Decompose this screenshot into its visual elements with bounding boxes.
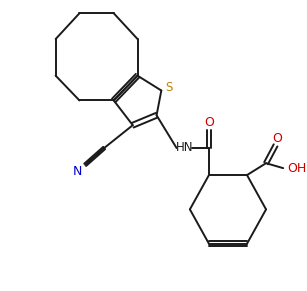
Text: N: N bbox=[73, 165, 82, 178]
Text: HN: HN bbox=[175, 141, 193, 155]
Text: O: O bbox=[273, 132, 282, 145]
Text: O: O bbox=[204, 116, 214, 129]
Text: S: S bbox=[165, 81, 173, 94]
Text: OH: OH bbox=[287, 162, 306, 175]
